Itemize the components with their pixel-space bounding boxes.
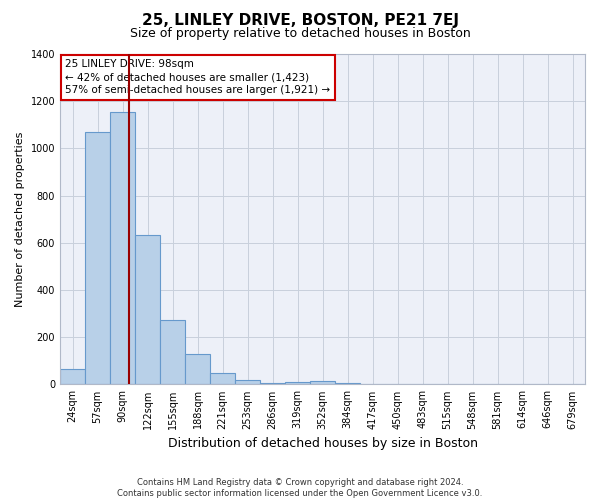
- Bar: [110, 112, 135, 384]
- Text: 25 LINLEY DRIVE: 98sqm
← 42% of detached houses are smaller (1,423)
57% of semi-: 25 LINLEY DRIVE: 98sqm ← 42% of detached…: [65, 59, 331, 96]
- Bar: [185, 354, 210, 384]
- X-axis label: Distribution of detached houses by size in Boston: Distribution of detached houses by size …: [167, 437, 478, 450]
- Bar: [210, 372, 235, 384]
- Text: Size of property relative to detached houses in Boston: Size of property relative to detached ho…: [130, 28, 470, 40]
- Bar: [135, 234, 160, 384]
- Bar: [60, 369, 85, 384]
- Bar: [310, 381, 335, 384]
- Text: 25, LINLEY DRIVE, BOSTON, PE21 7EJ: 25, LINLEY DRIVE, BOSTON, PE21 7EJ: [142, 12, 458, 28]
- Bar: [285, 382, 310, 384]
- Y-axis label: Number of detached properties: Number of detached properties: [15, 132, 25, 307]
- Bar: [160, 320, 185, 384]
- Text: Contains HM Land Registry data © Crown copyright and database right 2024.
Contai: Contains HM Land Registry data © Crown c…: [118, 478, 482, 498]
- Bar: [235, 380, 260, 384]
- Bar: [85, 132, 110, 384]
